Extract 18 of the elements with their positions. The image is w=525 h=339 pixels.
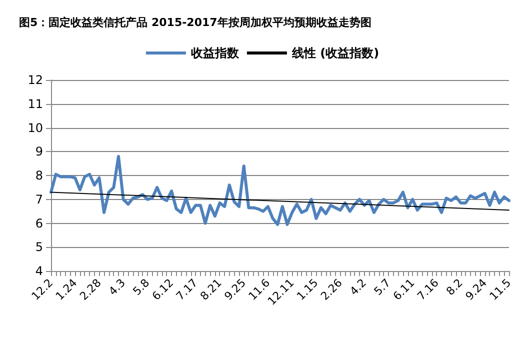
y-tick-label: 7 xyxy=(35,192,43,206)
y-tick-label: 8 xyxy=(35,168,43,182)
legend-label: 收益指数 xyxy=(190,46,240,60)
x-tick-label: 8.2 xyxy=(444,276,466,298)
y-tick-label: 5 xyxy=(35,240,43,254)
x-tick-label: 4.3 xyxy=(106,276,128,298)
x-tick-label: 4.2 xyxy=(347,276,369,298)
y-tick-label: 12 xyxy=(28,73,43,87)
y-tick-label: 11 xyxy=(28,96,43,111)
y-tick-label: 10 xyxy=(28,120,43,135)
chart-title: 图5：固定收益类信托产品 2015-2017年按周加权平均预期收益走势图 xyxy=(19,16,372,29)
x-tick-label: 5.7 xyxy=(372,276,394,298)
line-series xyxy=(50,154,510,226)
legend-label: 线性 (收益指数) xyxy=(290,46,380,60)
y-tick-label: 9 xyxy=(35,144,43,159)
y-tick-label: 4 xyxy=(35,264,43,278)
y-tick-label: 6 xyxy=(35,216,43,230)
x-tick-label: 5.8 xyxy=(130,276,152,298)
